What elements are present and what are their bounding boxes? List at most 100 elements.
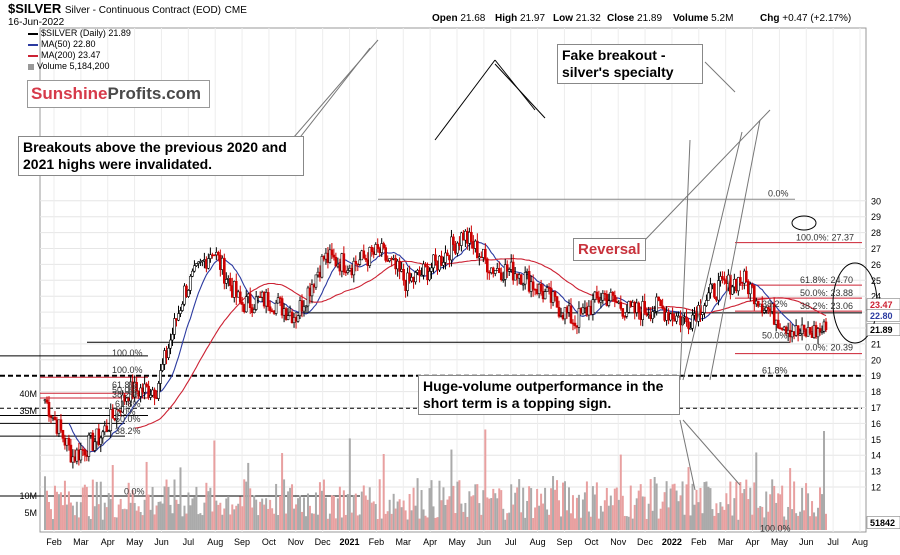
annotation-breakouts: Breakouts above the previous 2020 and 20… xyxy=(18,136,304,176)
legend-swatch-volume xyxy=(28,63,34,70)
volume-bar xyxy=(396,501,399,530)
volume-bar xyxy=(661,501,664,530)
candle-body xyxy=(605,294,609,306)
volume-bar xyxy=(444,504,447,530)
candle-body xyxy=(619,301,623,309)
legend-volume: Volume 5,184,200 xyxy=(28,61,131,72)
volume-bar xyxy=(577,494,580,530)
volume-bar xyxy=(59,492,62,530)
volume-bar xyxy=(153,514,156,530)
volume-bar xyxy=(476,484,479,530)
candle-body xyxy=(228,278,232,286)
fib-label-right: 61.8% xyxy=(762,366,788,376)
price-tick-label: 13 xyxy=(871,467,881,477)
callout-line-fake-breakout xyxy=(704,61,736,93)
fib-label-right: 38.2% xyxy=(762,299,788,309)
volume-bar xyxy=(243,479,246,530)
candle-body xyxy=(121,394,125,413)
volume-bar xyxy=(775,502,778,530)
candle-body xyxy=(737,277,740,292)
volume-bar xyxy=(217,504,220,530)
volume-bar xyxy=(538,505,541,530)
trend-dashed-2 xyxy=(494,63,546,119)
candle-body xyxy=(402,269,405,281)
candle-body xyxy=(721,276,724,280)
candle-body xyxy=(497,268,501,274)
candle-body xyxy=(655,296,658,312)
candle-body xyxy=(661,305,664,309)
candle-body xyxy=(745,270,748,282)
volume-bar xyxy=(562,482,565,530)
callout-line-volume-2 xyxy=(682,131,743,381)
price-tick-label: 14 xyxy=(871,451,881,461)
volume-bar xyxy=(173,479,176,530)
candle-body xyxy=(511,261,515,281)
month-label: Apr xyxy=(101,537,115,547)
volume-bar xyxy=(699,487,702,530)
candle-body xyxy=(276,297,280,304)
volume-bar xyxy=(520,512,523,530)
chg-value: +0.47 (+2.17%) xyxy=(782,13,852,24)
chg-label: Chg xyxy=(760,13,780,24)
volume-bar xyxy=(147,494,150,530)
volume-bar xyxy=(370,502,373,530)
volume-bar xyxy=(360,491,363,530)
volume-bar xyxy=(390,513,393,530)
volume-bar xyxy=(213,440,216,530)
volume-bar xyxy=(801,487,804,530)
month-label: May xyxy=(448,537,466,547)
volume-bar xyxy=(410,510,413,530)
volume-bar xyxy=(432,506,435,530)
candle-body xyxy=(484,248,487,260)
volume-bar xyxy=(727,504,730,530)
volume-bar xyxy=(223,508,226,530)
candle-body xyxy=(555,296,559,308)
volume-bar xyxy=(685,484,688,530)
volume-bar xyxy=(109,499,112,530)
volume-bar xyxy=(267,508,270,530)
volume-bar xyxy=(71,505,74,530)
volume-bar xyxy=(289,487,292,530)
volume-bar xyxy=(452,485,455,530)
annotation-shapes xyxy=(293,39,878,491)
volume-bar xyxy=(641,496,644,530)
candle-body xyxy=(687,321,690,329)
volume-bar xyxy=(51,519,54,530)
volume-bar xyxy=(546,509,549,530)
chart-symbol: $SILVER Silver - Continuous Contract (EO… xyxy=(8,1,247,16)
candle-body xyxy=(169,339,172,349)
volume-bar xyxy=(127,482,130,530)
volume-bar xyxy=(281,453,284,530)
volume-fib-label: 100.0% xyxy=(760,523,791,533)
candle-body xyxy=(507,269,511,272)
volume-bar xyxy=(171,513,174,530)
candle-body xyxy=(69,444,73,463)
candle-body xyxy=(766,307,770,310)
candle-body xyxy=(816,328,820,338)
candle-body xyxy=(503,264,507,280)
month-label: Aug xyxy=(852,537,868,547)
volume-bar xyxy=(225,498,228,530)
volume-bar xyxy=(414,505,417,530)
volume-bar xyxy=(412,487,415,530)
volume-bar xyxy=(494,493,497,530)
volume-bar xyxy=(454,513,457,530)
volume-bar xyxy=(681,481,684,530)
fib-label-right: 50.0%: 23.88 xyxy=(800,288,853,298)
volume-bar xyxy=(336,498,339,530)
volume-bar xyxy=(386,511,389,530)
candle-body xyxy=(342,253,346,273)
volume-bar xyxy=(261,498,264,530)
candle-body xyxy=(645,312,648,316)
moving-averages xyxy=(68,240,827,454)
annotation-volume-note: Huge-volume outperformance in the short … xyxy=(418,375,680,415)
volume-bar xyxy=(609,495,612,530)
volume-bar xyxy=(791,509,794,530)
fib-label-right: 38.2%: 23.06 xyxy=(800,301,853,311)
candle-body xyxy=(595,291,599,299)
volume-bar xyxy=(550,488,553,530)
volume-bar xyxy=(358,514,361,530)
volume-bar xyxy=(191,498,194,530)
volume-bar xyxy=(751,514,754,530)
volume-bar xyxy=(408,493,411,530)
